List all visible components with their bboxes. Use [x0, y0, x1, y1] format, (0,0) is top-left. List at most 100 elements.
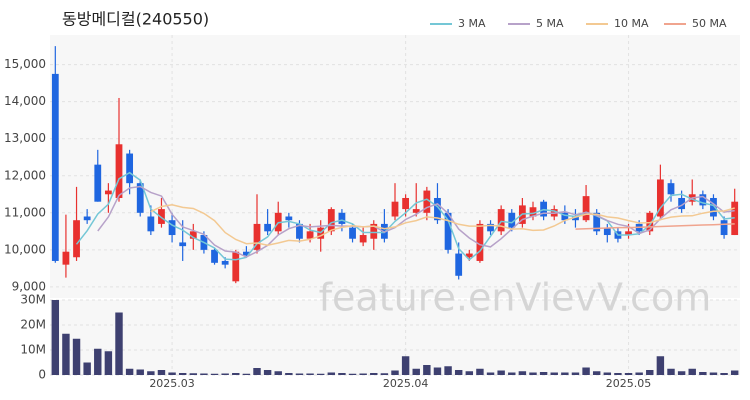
candle-body	[667, 183, 675, 195]
candle-body	[359, 235, 367, 243]
candle-body	[572, 216, 579, 221]
volume-bar	[232, 373, 240, 375]
candle-body	[656, 179, 664, 217]
y-tick-label: 12,000	[4, 168, 46, 182]
candle-body	[83, 216, 91, 221]
candle-body	[296, 223, 303, 239]
volume-bar	[486, 372, 495, 375]
volume-bar	[306, 373, 314, 375]
y-tick-label: 9,000	[12, 279, 46, 293]
y-tick-label: 20M	[20, 318, 46, 332]
candle-body	[136, 183, 144, 213]
legend-label: 50 MA	[692, 17, 727, 30]
volume-bar	[529, 372, 537, 375]
volume-bar	[688, 368, 696, 375]
candle-body	[338, 212, 346, 224]
candle-body	[561, 212, 569, 221]
volume-bar	[104, 351, 113, 375]
candle-body	[497, 209, 505, 232]
candle-body	[264, 223, 272, 232]
volume-bar	[539, 372, 548, 375]
volume-bar	[200, 373, 208, 375]
volume-bar	[136, 369, 144, 375]
candle-body	[211, 249, 218, 263]
candle-body	[168, 220, 176, 236]
y-tick-label: 11,000	[4, 205, 46, 219]
chart-title: 동방메디컬(240550)	[62, 10, 209, 29]
volume-bar	[476, 368, 484, 375]
ma-line	[97, 185, 735, 258]
volume-bar	[656, 356, 665, 375]
volume-bar	[221, 373, 229, 375]
candle-body	[455, 253, 463, 276]
volume-bar	[295, 373, 304, 375]
candle-body	[678, 197, 686, 210]
candle-body	[720, 220, 728, 236]
candle-body	[285, 216, 293, 221]
volume-bar	[709, 372, 718, 375]
volume-bar	[677, 371, 686, 375]
candle-body	[603, 227, 611, 236]
candle-body	[412, 209, 420, 213]
legend-label: 3 MA	[458, 17, 486, 30]
volume-bar	[370, 373, 378, 375]
volume-bar	[433, 367, 442, 375]
candle-body	[327, 209, 335, 232]
candle-body	[221, 260, 229, 265]
x-tick-label: 2025.05	[606, 377, 652, 390]
y-tick-label: 10,000	[4, 242, 46, 256]
candle-body	[253, 223, 261, 250]
volume-bar	[189, 373, 198, 375]
candle-body	[147, 216, 155, 232]
volume-bar	[667, 368, 675, 375]
volume-bar	[571, 372, 580, 375]
legend-label: 10 MA	[614, 17, 649, 30]
volume-bar	[157, 370, 166, 375]
volume-bar	[497, 370, 505, 375]
candle-body	[465, 253, 473, 258]
volume-panel	[50, 300, 740, 375]
volume-bar	[550, 372, 558, 375]
y-tick-label: 10M	[20, 343, 46, 357]
volume-bar	[285, 373, 293, 375]
volume-bar	[274, 371, 282, 375]
volume-bar	[263, 370, 272, 375]
volume-bar	[444, 366, 452, 375]
volume-bar	[94, 348, 102, 375]
y-tick-label: 30M	[20, 293, 46, 307]
y-tick-label: 15,000	[4, 57, 46, 71]
candle-body	[487, 223, 494, 232]
watermark: feature.enVievV.com	[319, 276, 712, 320]
volume-bar	[83, 362, 91, 375]
y-tick-label: 14,000	[4, 94, 46, 108]
candle-body	[625, 231, 632, 236]
candle-body	[476, 223, 484, 261]
volume-bar	[62, 333, 70, 375]
candle-body	[370, 223, 378, 239]
volume-bar	[730, 370, 739, 375]
candle-body	[434, 197, 441, 221]
volume-bar	[380, 373, 389, 375]
candle-body	[126, 153, 134, 184]
volume-bar	[508, 372, 516, 375]
candle-body	[699, 194, 707, 206]
candle-body	[529, 207, 537, 217]
volume-bar	[412, 368, 420, 375]
volume-bar	[614, 373, 622, 375]
ma-line	[150, 204, 735, 246]
candle-body	[402, 197, 410, 210]
candle-body	[62, 251, 70, 265]
candle-body	[508, 212, 516, 228]
candle-body	[242, 251, 250, 256]
legend-label: 5 MA	[536, 17, 564, 30]
volume-bar	[210, 373, 219, 375]
candle-body	[710, 197, 717, 217]
volume-bar	[646, 370, 654, 375]
volume-bar	[72, 338, 81, 375]
candle-body	[51, 73, 59, 261]
candle-body	[158, 209, 165, 224]
volume-bar	[423, 365, 431, 375]
candle-body	[232, 251, 240, 282]
candle-body	[189, 231, 197, 239]
